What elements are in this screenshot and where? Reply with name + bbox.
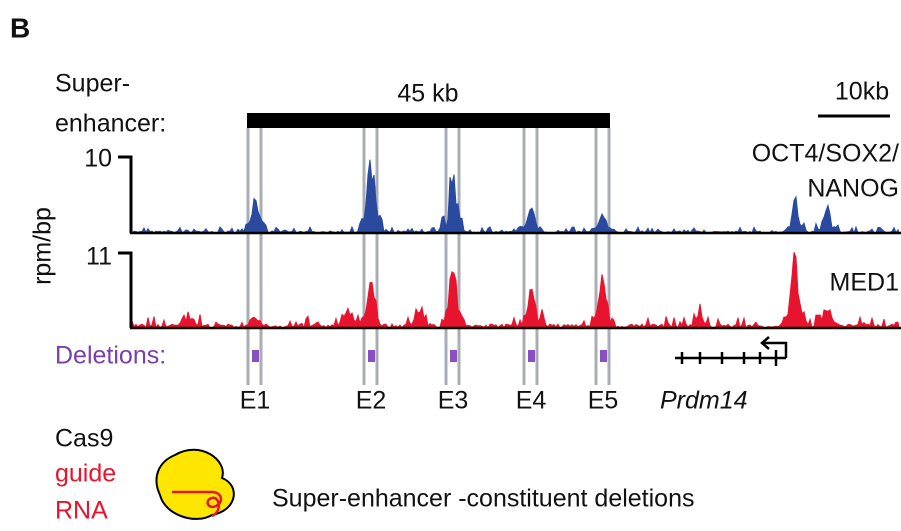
y-axis-label: rpm/bp [29,207,57,285]
track-max: 11 [86,243,112,271]
cas9-label: Cas9 [55,425,113,453]
deletion [450,350,457,362]
gene-model [675,336,788,366]
deletion [252,350,259,362]
guide-label: RNA [55,497,108,525]
track-name: OCT4/SOX2/ [752,140,899,168]
super-enhancer-label: Super- [55,70,130,98]
deletions-label: Deletions: [55,342,166,370]
element-label: E2 [356,387,387,415]
super-enhancer-bar [247,113,610,128]
caption: Super-enhancer -constituent deletions [272,485,695,513]
deletion [600,350,607,362]
element-label: E5 [588,387,619,415]
scale-label: 10kb [835,78,889,106]
element-label: E3 [438,387,469,415]
track-name: MED1 [830,269,899,297]
span-label: 45 kb [397,80,458,108]
y-axis [118,251,133,328]
y-axis [118,155,133,233]
tracks [118,128,901,385]
gene-label: Prdm14 [660,387,748,415]
deletion [368,350,375,362]
track-name: NANOG [807,175,899,203]
element-label: E1 [240,387,271,415]
guide-label: guide [55,460,116,488]
super-enhancer-label: enhancer: [55,110,166,138]
deletions: E1 E2 E3 E4 E5 [240,350,619,415]
deletion [528,350,535,362]
panel-label: B [10,12,30,43]
track-max: 10 [84,145,112,173]
element-label: E4 [516,387,547,415]
cas9-icon [155,448,235,520]
